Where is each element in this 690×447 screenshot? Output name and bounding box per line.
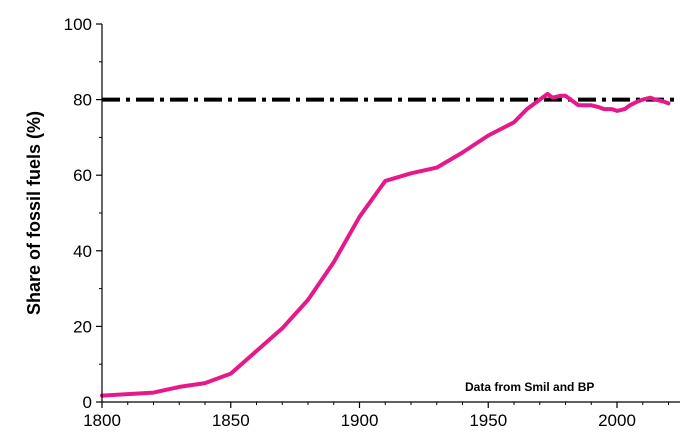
y-tick-label: 0 xyxy=(83,393,92,412)
x-tick-label: 2000 xyxy=(598,411,636,430)
x-tick-label: 1850 xyxy=(212,411,250,430)
x-tick-label: 1800 xyxy=(83,411,121,430)
y-axis-label: Share of fossil fuels (%) xyxy=(24,111,44,315)
y-tick-label: 100 xyxy=(64,15,92,34)
y-axis-ticks: 0 20 40 60 80 100 xyxy=(64,15,102,412)
y-tick-label: 60 xyxy=(73,166,92,185)
y-tick-label: 40 xyxy=(73,242,92,261)
y-tick-label: 20 xyxy=(73,317,92,336)
y-tick-label: 80 xyxy=(73,91,92,110)
data-source-annotation: Data from Smil and BP xyxy=(465,380,594,394)
x-tick-label: 1900 xyxy=(341,411,379,430)
x-axis-ticks: 1800 1850 1900 1950 2000 xyxy=(83,402,669,430)
series-line-fossil-share xyxy=(100,91,671,398)
x-tick-label: 1950 xyxy=(469,411,507,430)
series-group xyxy=(100,91,671,398)
